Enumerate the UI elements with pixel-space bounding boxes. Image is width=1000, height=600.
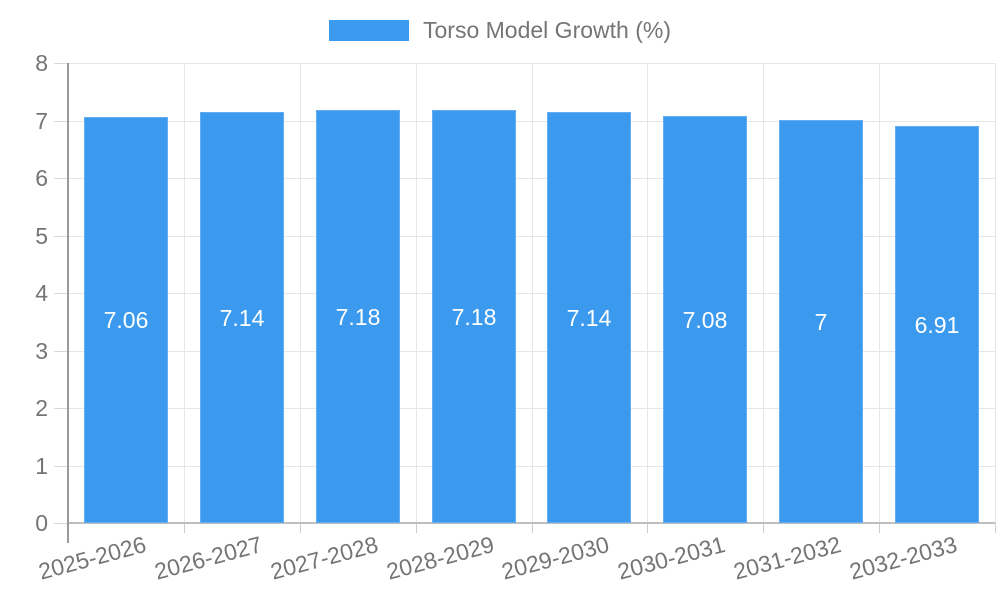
y-axis-tick-label: 6: [35, 165, 48, 191]
bar-2030-2031[interactable]: [663, 116, 747, 523]
x-axis-tick: [184, 523, 185, 533]
bar-value-label: 7.14: [566, 305, 612, 331]
x-axis-category-label: 2032-2033: [846, 531, 960, 585]
x-axis-category-label: 2029-2030: [498, 531, 612, 585]
y-axis-tick-label: 7: [35, 108, 48, 134]
y-axis-tick-label: 1: [35, 453, 48, 479]
bar-2029-2030[interactable]: [547, 112, 631, 523]
y-axis-tick: [54, 523, 68, 524]
x-axis-category-label: 2026-2027: [151, 531, 265, 585]
y-axis-tick: [54, 63, 68, 64]
x-gridline: [763, 63, 764, 523]
legend-swatch: [329, 20, 410, 41]
y-axis-tick-label: 8: [35, 50, 48, 76]
bar-value-label: 7.14: [219, 305, 265, 331]
bar-value-label: 6.91: [914, 312, 960, 338]
y-gridline: [68, 293, 995, 294]
x-axis-line: [68, 522, 995, 524]
x-gridline: [532, 63, 533, 523]
y-axis-tick-label: 0: [35, 510, 48, 536]
y-axis-tick: [54, 121, 68, 122]
y-axis-tick-label: 2: [35, 395, 48, 421]
x-axis-category-label: 2030-2031: [614, 531, 728, 585]
y-gridline: [68, 121, 995, 122]
x-gridline: [879, 63, 880, 523]
y-axis-tick-label: 5: [35, 223, 48, 249]
bar-value-label: 7.18: [451, 304, 497, 330]
y-gridline: [68, 466, 995, 467]
x-axis-category-label: 2027-2028: [267, 531, 381, 585]
bar-value-label: 7.08: [682, 307, 728, 333]
y-gridline: [68, 236, 995, 237]
y-axis-tick: [54, 466, 68, 467]
y-axis-tick: [54, 408, 68, 409]
x-gridline: [416, 63, 417, 523]
y-axis-tick: [54, 178, 68, 179]
y-axis-tick-label: 3: [35, 338, 48, 364]
y-axis-tick: [54, 351, 68, 352]
bar-2032-2033[interactable]: [895, 126, 979, 523]
bar-2031-2032[interactable]: [779, 120, 863, 523]
x-axis-tick: [763, 523, 764, 533]
x-axis-tick: [879, 523, 880, 533]
x-axis-tick: [532, 523, 533, 533]
bar-value-label: 7.18: [335, 304, 381, 330]
x-gridline: [647, 63, 648, 523]
legend[interactable]: Torso Model Growth (%): [0, 17, 1000, 44]
y-axis-tick: [54, 293, 68, 294]
x-gridline: [995, 63, 996, 523]
x-axis-category-label: 2031-2032: [730, 531, 844, 585]
y-axis-line: [67, 63, 69, 543]
x-axis-tick: [416, 523, 417, 533]
x-axis-tick: [300, 523, 301, 533]
y-axis-tick: [54, 236, 68, 237]
y-gridline: [68, 408, 995, 409]
bar-2026-2027[interactable]: [200, 112, 284, 523]
x-gridline: [300, 63, 301, 523]
y-axis-tick-label: 4: [35, 280, 48, 306]
x-axis-tick: [995, 523, 996, 533]
x-axis-category-label: 2025-2026: [35, 531, 149, 585]
x-axis-tick: [647, 523, 648, 533]
bar-value-label: 7: [814, 309, 828, 335]
y-gridline: [68, 351, 995, 352]
x-gridline: [184, 63, 185, 523]
y-gridline: [68, 63, 995, 64]
bar-2027-2028[interactable]: [316, 110, 400, 523]
bar-2025-2026[interactable]: [84, 117, 168, 523]
legend-label: Torso Model Growth (%): [423, 17, 671, 43]
bar-2028-2029[interactable]: [432, 110, 516, 523]
y-gridline: [68, 178, 995, 179]
x-axis-category-label: 2028-2029: [383, 531, 497, 585]
bar-value-label: 7.06: [103, 307, 149, 333]
